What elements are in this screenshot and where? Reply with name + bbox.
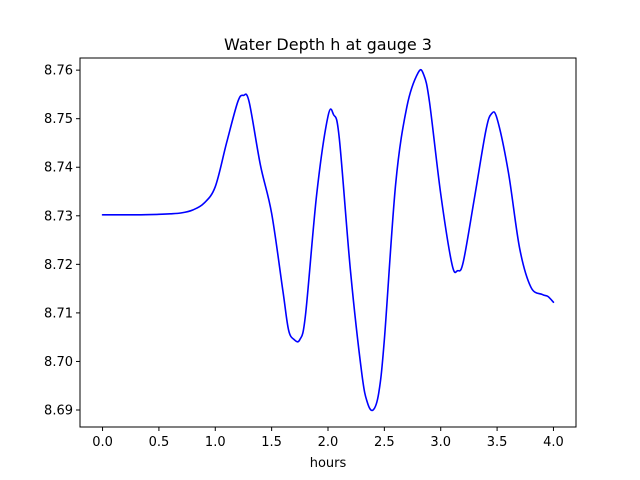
x-tick-label: 1.5 [261,435,282,450]
y-tick-label: 8.75 [44,112,73,127]
y-tick-label: 8.69 [44,404,73,419]
chart-title: Water Depth h at gauge 3 [224,35,432,54]
y-tick-label: 8.73 [44,209,73,224]
x-tick-label: 0.5 [149,435,170,450]
y-tick-label: 8.71 [44,306,73,321]
x-tick-label: 4.0 [543,435,564,450]
x-tick-label: 2.0 [318,435,339,450]
x-axis-label: hours [310,456,347,471]
x-tick-label: 0.0 [92,435,113,450]
y-tick-label: 8.74 [44,161,73,176]
x-tick-label: 3.0 [430,435,451,450]
x-tick-label: 3.5 [487,435,508,450]
y-tick-label: 8.70 [44,355,73,370]
plot-frame [79,57,577,428]
series-line [101,68,555,412]
x-tick-label: 1.0 [205,435,226,450]
y-tick-label: 8.72 [44,258,73,273]
x-tick-label: 2.5 [374,435,395,450]
y-tick-label: 8.76 [44,64,73,79]
